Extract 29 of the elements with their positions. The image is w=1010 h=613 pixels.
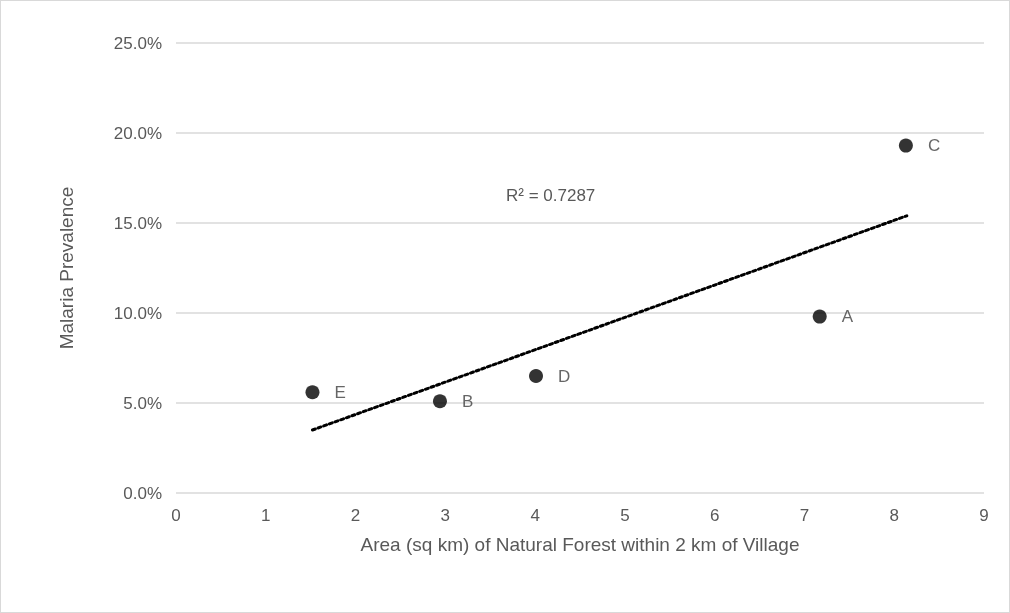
x-tick-label: 6 — [709, 506, 720, 525]
point — [305, 385, 320, 400]
y-tick-label: 25.0% — [113, 33, 162, 53]
annotation: C — [927, 136, 941, 156]
y-tick-label: 5.0% — [123, 393, 162, 413]
point — [898, 138, 913, 153]
x-tick-label: 5 — [620, 506, 630, 525]
x-tick-label: 8 — [889, 506, 899, 525]
x-tick-label: 2 — [350, 506, 361, 525]
y-tick-label: 15.0% — [113, 213, 162, 233]
x-axis-title: Area (sq km) of Natural Forest within 2 km of Village — [360, 534, 800, 555]
point — [432, 394, 447, 409]
annotation: D — [558, 366, 571, 386]
y-axis-title: Malaria Prevalence — [56, 186, 77, 350]
annotation: E — [334, 382, 346, 402]
x-tick-label: 4 — [530, 506, 540, 525]
x-tick-label: 1 — [261, 506, 271, 525]
x-tick-label: 9 — [979, 506, 989, 525]
y-tick-label: 0.0% — [123, 483, 162, 503]
point — [812, 309, 827, 324]
annotation: B — [461, 391, 474, 411]
x-tick-label: 3 — [440, 506, 451, 525]
y-tick-label: 10.0% — [113, 303, 162, 323]
x-tick-label: 7 — [799, 506, 810, 525]
y-tick-label: 20.0% — [113, 123, 162, 143]
annotation: A — [841, 307, 854, 327]
point — [529, 369, 544, 383]
annotation: R² = 0.7287 — [506, 186, 596, 205]
x-tick-label: 0 — [171, 506, 181, 525]
